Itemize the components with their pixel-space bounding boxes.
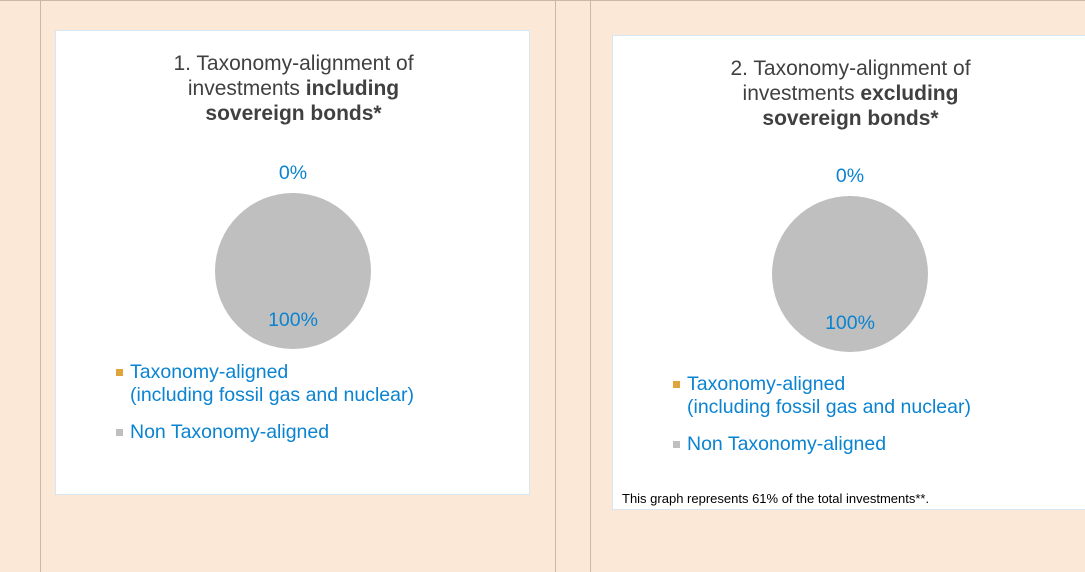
frame-line: [590, 0, 591, 572]
legend-swatch: [673, 441, 680, 448]
legend-swatch: [116, 369, 123, 376]
legend-label: Non Taxonomy-aligned: [687, 433, 887, 455]
legend-item: Taxonomy-aligned (including fossil gas a…: [673, 373, 971, 419]
legend-label: Taxonomy-aligned (including fossil gas a…: [130, 361, 414, 406]
pie-slice: [772, 196, 928, 352]
title-part: excluding sovereign bonds*: [762, 82, 959, 130]
annotation: This graph represents 61% of the total i…: [622, 491, 930, 506]
frame-line: [40, 0, 41, 572]
legend-item: Taxonomy-aligned (including fossil gas a…: [116, 361, 414, 407]
pie-chart: 0% 100%: [215, 162, 371, 349]
title-part: including sovereign bonds*: [205, 77, 400, 125]
title-part: 2. Taxonomy-alignment of investments: [730, 57, 971, 105]
chart-title: 1. Taxonomy-alignment of investments inc…: [56, 51, 531, 126]
pie-slice: [215, 193, 371, 349]
frame-line: [555, 0, 556, 572]
data-label: 100%: [825, 312, 875, 334]
chart-card: 2. Taxonomy-alignment of investments exc…: [612, 35, 1085, 510]
data-label: 0%: [836, 165, 864, 187]
legend-item: Non Taxonomy-aligned: [116, 421, 414, 444]
data-label: 0%: [279, 162, 307, 184]
chart-card: 1. Taxonomy-alignment of investments inc…: [55, 30, 530, 495]
frame-line: [0, 0, 1085, 1]
title-part: 1. Taxonomy-alignment of investments: [173, 52, 414, 100]
pie-chart: 0% 100%: [772, 165, 928, 352]
data-label: 100%: [268, 309, 318, 331]
legend-label: Taxonomy-aligned (including fossil gas a…: [687, 373, 971, 418]
chart-title: 2. Taxonomy-alignment of investments exc…: [613, 56, 1085, 131]
legend-label: Non Taxonomy-aligned: [130, 421, 330, 443]
legend-item: Non Taxonomy-aligned: [673, 433, 971, 456]
legend-swatch: [116, 429, 123, 436]
legend-swatch: [673, 381, 680, 388]
legend: Taxonomy-aligned (including fossil gas a…: [673, 373, 971, 470]
legend: Taxonomy-aligned (including fossil gas a…: [116, 361, 414, 458]
